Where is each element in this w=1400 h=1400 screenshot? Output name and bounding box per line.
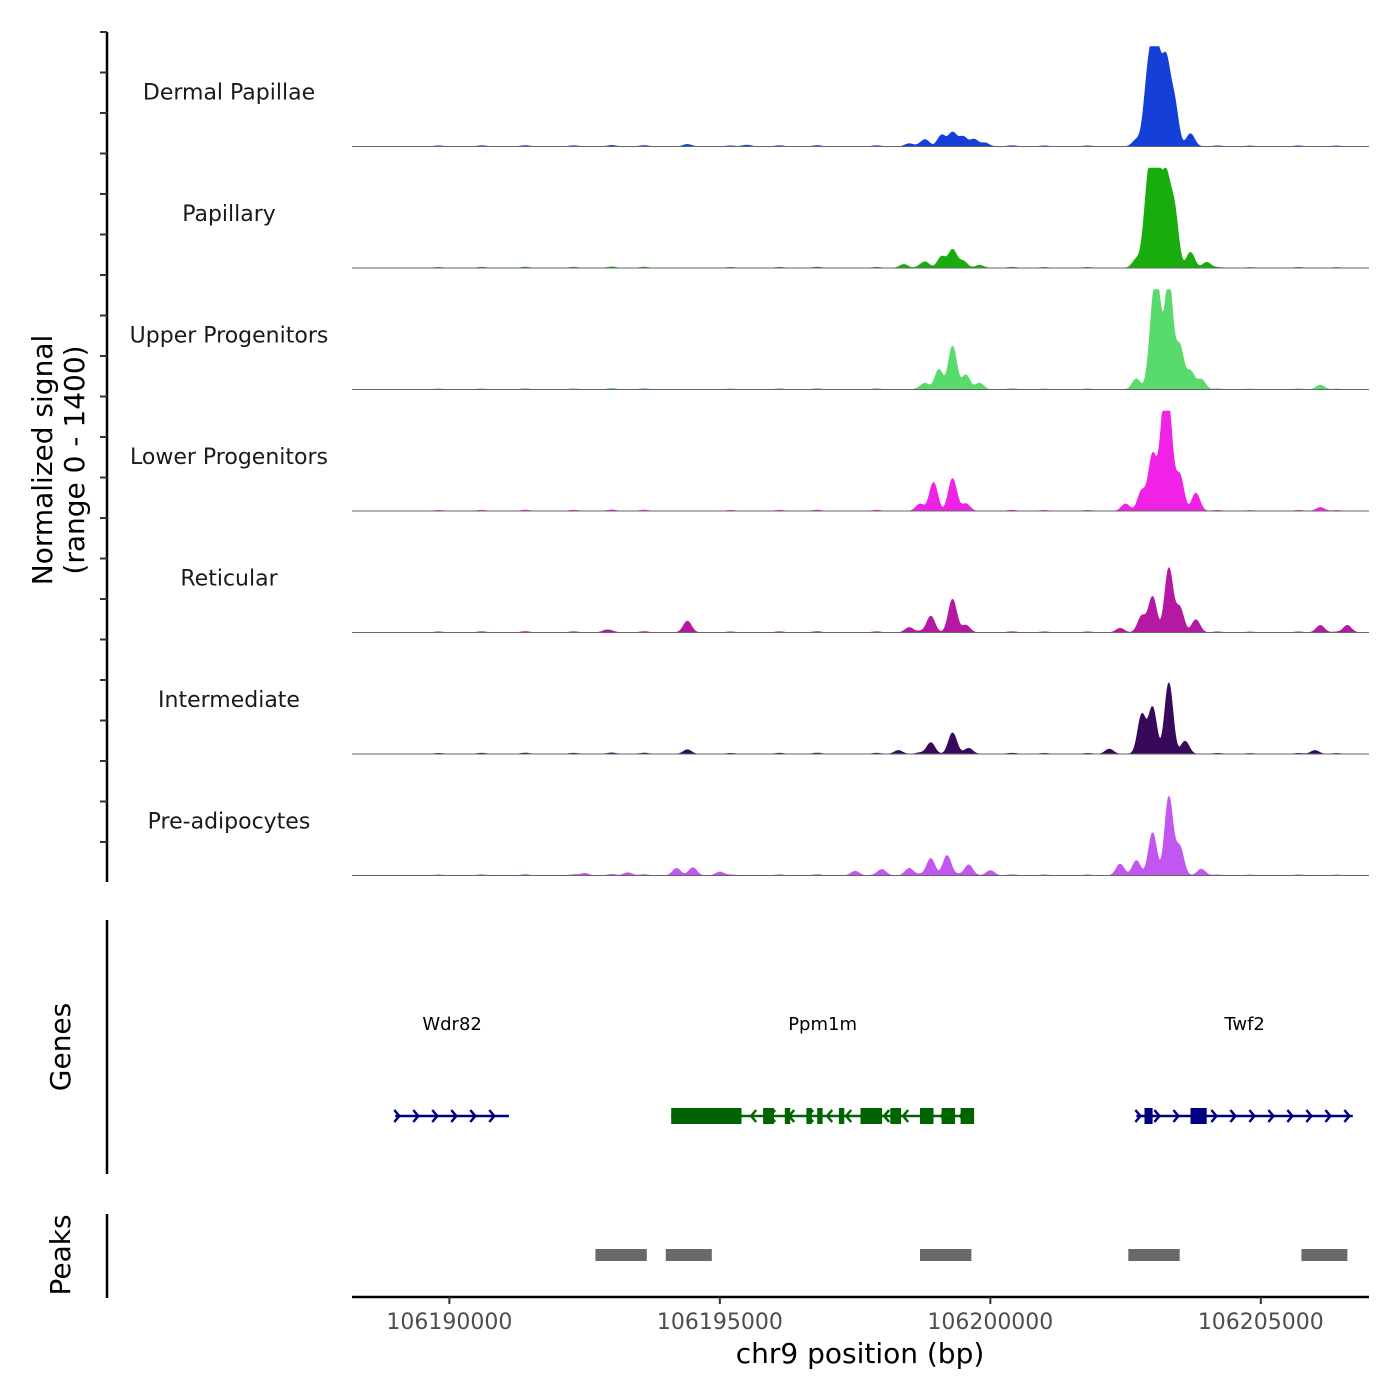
strand-arrow bbox=[1134, 1109, 1143, 1123]
strand-arrow bbox=[1172, 1109, 1181, 1123]
peak-region bbox=[1128, 1249, 1180, 1261]
track-label: Lower Progenitors bbox=[130, 445, 328, 470]
strand-arrow bbox=[1153, 1109, 1162, 1123]
gene-ppm1m: Ppm1m bbox=[671, 1014, 975, 1124]
strand-arrow bbox=[1248, 1109, 1257, 1123]
strand-arrow bbox=[1324, 1109, 1333, 1123]
strand-arrow bbox=[1343, 1109, 1352, 1123]
x-axis-ticks: 106190000 106195000 106200000 106205000 bbox=[386, 1297, 1324, 1335]
track-label: Intermediate bbox=[158, 688, 300, 713]
track-label: Papillary bbox=[182, 202, 276, 227]
track-label: Reticular bbox=[180, 567, 278, 592]
signal-y-axis-ticks bbox=[100, 31, 107, 843]
exon bbox=[763, 1108, 774, 1124]
x-tick-label: 106205000 bbox=[1198, 1310, 1324, 1335]
x-tick-label: 106200000 bbox=[927, 1310, 1053, 1335]
coverage-area bbox=[352, 410, 1369, 512]
strand-arrow bbox=[844, 1109, 853, 1123]
coverage-area bbox=[352, 566, 1369, 633]
exon bbox=[920, 1108, 934, 1124]
track-label: Dermal Papillae bbox=[143, 81, 315, 106]
strand-arrow bbox=[1305, 1109, 1314, 1123]
strand-arrow bbox=[882, 1109, 891, 1123]
x-axis-title: chr9 position (bp) bbox=[736, 1337, 985, 1370]
exon bbox=[1190, 1108, 1207, 1124]
gene-label: Ppm1m bbox=[788, 1014, 857, 1035]
exon bbox=[941, 1108, 956, 1124]
strand-arrow bbox=[1229, 1109, 1238, 1123]
track-lower-progenitors: Lower Progenitors bbox=[130, 410, 1369, 512]
peaks-panel-title: Peaks bbox=[44, 1214, 77, 1295]
strand-arrow bbox=[412, 1109, 420, 1123]
track-label: Pre-adipocytes bbox=[148, 810, 311, 835]
exon bbox=[671, 1108, 742, 1124]
coverage-area bbox=[352, 795, 1369, 876]
track-reticular: Reticular bbox=[180, 567, 1369, 633]
signal-y-axis-title-line1: Normalized signal bbox=[26, 335, 59, 586]
coverage-area bbox=[352, 46, 1369, 147]
genes-panel-title: Genes bbox=[44, 1003, 77, 1091]
strand-arrow bbox=[450, 1109, 458, 1123]
exon bbox=[890, 1108, 902, 1124]
coverage-area bbox=[352, 681, 1369, 755]
exon bbox=[838, 1108, 845, 1124]
x-tick-label: 106195000 bbox=[657, 1310, 783, 1335]
coverage-area bbox=[352, 289, 1369, 390]
exon bbox=[806, 1108, 812, 1124]
strand-arrow bbox=[393, 1109, 401, 1123]
exon bbox=[960, 1108, 975, 1124]
exon bbox=[1144, 1108, 1153, 1124]
strand-arrow bbox=[825, 1109, 834, 1123]
signal-y-axis-title-line2: (range 0 - 1400) bbox=[58, 345, 91, 574]
track-dermal-papillae: Dermal Papillae bbox=[143, 46, 1369, 147]
strand-arrow bbox=[901, 1109, 910, 1123]
track-pre-adipocytes: Pre-adipocytes bbox=[148, 795, 1369, 876]
strand-arrow bbox=[1210, 1109, 1219, 1123]
strand-arrow bbox=[1267, 1109, 1276, 1123]
track-label: Upper Progenitors bbox=[130, 324, 329, 349]
gene-wdr82: Wdr82 bbox=[393, 1014, 509, 1123]
peak-region bbox=[920, 1249, 972, 1261]
strand-arrow bbox=[431, 1109, 439, 1123]
coverage-area bbox=[352, 167, 1369, 269]
exon bbox=[817, 1108, 823, 1124]
x-tick-label: 106190000 bbox=[386, 1310, 512, 1335]
peak-region bbox=[595, 1249, 647, 1261]
track-papillary: Papillary bbox=[182, 167, 1369, 269]
track-upper-progenitors: Upper Progenitors bbox=[130, 289, 1369, 390]
strand-arrow bbox=[749, 1109, 758, 1123]
coverage-tracks: Dermal Papillae Papillary Upper Progenitor… bbox=[130, 46, 1369, 876]
track-intermediate: Intermediate bbox=[158, 681, 1369, 755]
strand-arrow bbox=[469, 1109, 477, 1123]
exon bbox=[860, 1108, 883, 1124]
gene-label: Twf2 bbox=[1223, 1014, 1265, 1035]
gene-annotations: Wdr82 Ppm1m Twf2 bbox=[393, 1014, 1353, 1124]
gene-label: Wdr82 bbox=[422, 1014, 482, 1035]
peak-regions bbox=[595, 1249, 1348, 1261]
peak-region bbox=[665, 1249, 712, 1261]
peak-region bbox=[1301, 1249, 1348, 1261]
strand-arrow bbox=[1286, 1109, 1295, 1123]
strand-arrow bbox=[488, 1109, 496, 1123]
gene-twf2: Twf2 bbox=[1134, 1014, 1353, 1124]
exon bbox=[784, 1108, 791, 1124]
